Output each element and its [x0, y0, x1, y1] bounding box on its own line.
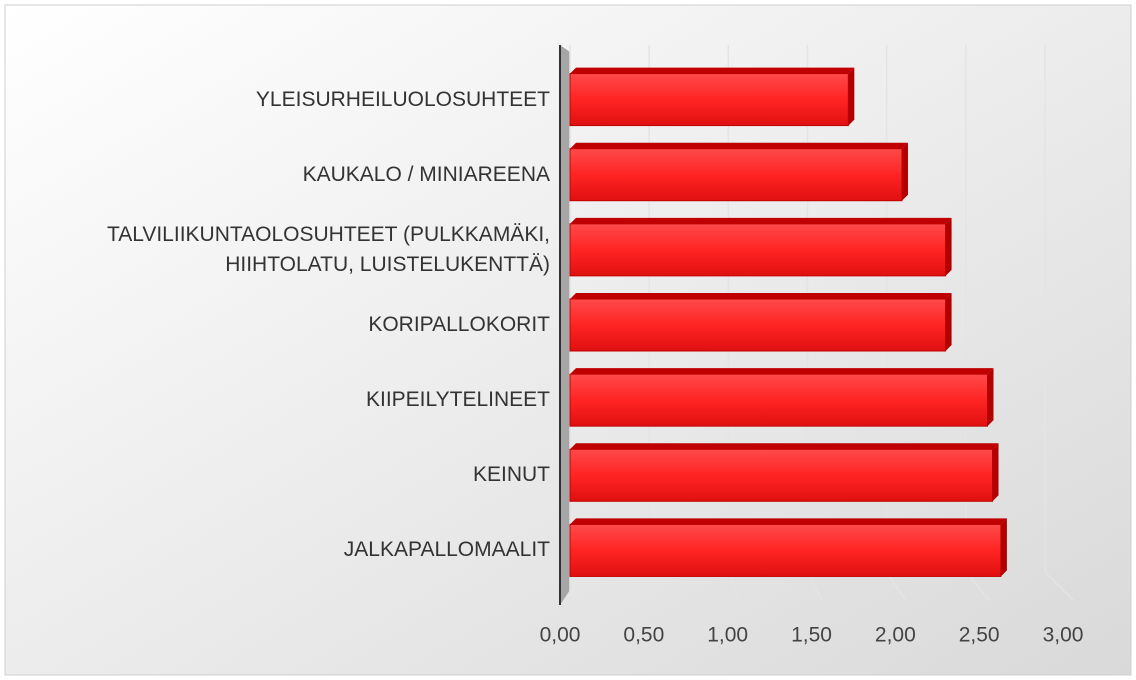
bar-top — [570, 217, 952, 224]
bar-top — [570, 142, 908, 149]
bar-top — [570, 368, 994, 375]
bar — [569, 148, 903, 202]
bar — [569, 73, 849, 127]
y-tick-label: JALKAPALLOMAALIT — [343, 538, 550, 562]
bar-side — [901, 142, 908, 201]
x-tick-label: 1,50 — [791, 624, 832, 647]
bar-side — [945, 293, 952, 351]
x-tick-label: 3,00 — [1043, 624, 1084, 647]
bar-top — [570, 443, 999, 450]
x-tick-label: 0,00 — [540, 624, 581, 647]
bar-side — [1000, 518, 1007, 577]
bar — [569, 523, 1002, 577]
bar — [569, 373, 988, 427]
bar-top — [570, 293, 952, 299]
y-tick-label: KEINUT — [472, 463, 550, 487]
bar — [569, 223, 947, 277]
bar — [569, 298, 947, 352]
x-tick-label: 0,50 — [623, 624, 664, 647]
y-tick-label: TALVILIIKUNTAOLOSUHTEET (PULKKAMÄKI, HII… — [106, 222, 550, 276]
bar — [569, 448, 994, 502]
side-wall — [560, 45, 570, 605]
bar-side — [945, 217, 952, 276]
grid-line — [1044, 45, 1074, 601]
x-tick-label: 1,00 — [707, 624, 748, 647]
x-tick-label: 2,00 — [875, 624, 916, 647]
x-tick-label: 2,50 — [959, 624, 1000, 647]
bar-side — [848, 67, 855, 126]
bar-top — [570, 67, 855, 74]
y-tick-label: KORIPALLOKORIT — [368, 313, 550, 336]
y-tick-label: KIIPEILYTELINEET — [365, 388, 550, 412]
bar-side — [992, 443, 999, 502]
y-tick-label: YLEISURHEILUOLOSUHTEET — [255, 87, 550, 111]
y-tick-label: KAUKALO / MINIAREENA — [302, 162, 550, 186]
bar-side — [987, 368, 994, 427]
bar-top — [570, 518, 1007, 525]
